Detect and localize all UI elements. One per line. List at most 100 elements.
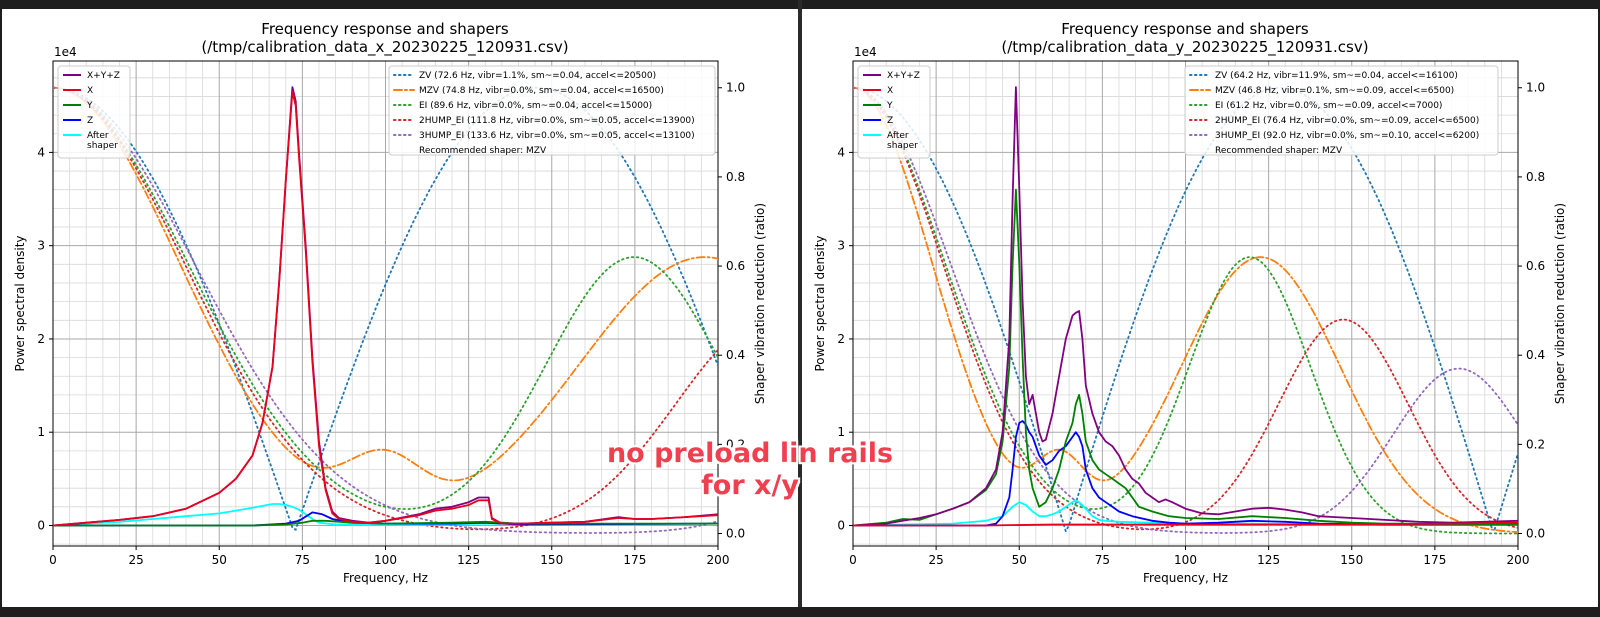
x-tick-label: 50 — [1012, 553, 1027, 567]
shaper-line-ei — [53, 86, 718, 510]
legend-label: Z — [887, 116, 893, 126]
shaper-line-mzv — [853, 86, 1518, 533]
legend-label: ZV (72.6 Hz, vibr=1.1%, sm~=0.04, accel<… — [419, 71, 656, 81]
y-tick-label: 4 — [37, 145, 45, 159]
x-tick-label: 200 — [1507, 553, 1530, 567]
y-tick-label: 1 — [837, 425, 845, 439]
legend-label: 2HUMP_EI (111.8 Hz, vibr=0.0%, sm~=0.05,… — [419, 116, 695, 126]
x-tick-label: 175 — [623, 553, 646, 567]
y2-tick-label: 1.0 — [726, 81, 745, 95]
psd-line-x — [853, 521, 1518, 527]
legend-label: EI (89.6 Hz, vibr=0.0%, sm~=0.04, accel<… — [419, 101, 652, 111]
x-tick-label: 0 — [849, 553, 857, 567]
psd-line-x — [53, 90, 718, 527]
shaper-line-2hump_ei — [53, 86, 718, 531]
legend-label: X+Y+Z — [887, 71, 920, 81]
x-tick-label: 175 — [1423, 553, 1446, 567]
legend-label: MZV (74.8 Hz, vibr=0.0%, sm~=0.04, accel… — [419, 86, 664, 96]
shaper-legend-box — [388, 65, 716, 156]
shaper-legend: ZV (72.6 Hz, vibr=1.1%, sm~=0.04, accel<… — [388, 65, 716, 156]
y-exponent-label: 1e4 — [854, 45, 877, 59]
legend-label: X — [887, 86, 893, 96]
y-axis-label: Power spectral density — [813, 235, 827, 371]
psd-line-y — [53, 519, 718, 527]
legend-label: X — [87, 86, 93, 96]
legend-label: Y — [86, 101, 93, 111]
y-tick-label: 2 — [37, 332, 45, 346]
legend-label: X+Y+Z — [87, 71, 120, 81]
recommended-shaper: Recommended shaper: MZV — [1215, 146, 1343, 156]
shaper-line-2hump_ei — [853, 86, 1518, 531]
legend-label: After — [87, 131, 109, 141]
y-tick-label: 4 — [837, 145, 845, 159]
psd-line-x-y-z — [853, 86, 1518, 527]
y2-axis-label: Shaper vibration reduction (ratio) — [1553, 203, 1567, 404]
annotation-line-1: no preload lin rails — [606, 438, 894, 469]
legend-label: After — [887, 131, 909, 141]
x-tick-label: 100 — [1174, 553, 1197, 567]
psd-line-after — [53, 503, 718, 527]
y-axis-label: Power spectral density — [13, 235, 27, 371]
legend-label: shaper — [887, 141, 918, 151]
x-tick-label: 75 — [1095, 553, 1110, 567]
shaper-legend-box — [1184, 65, 1499, 156]
legend-label: 3HUMP_EI (133.6 Hz, vibr=0.0%, sm~=0.05,… — [419, 131, 695, 141]
legend-label: shaper — [87, 141, 118, 151]
x-tick-label: 25 — [128, 553, 143, 567]
panel-divider — [798, 0, 802, 617]
y2-tick-label: 0.0 — [726, 527, 745, 541]
shaper-line-3hump_ei — [853, 86, 1518, 534]
chart-x-svg: 0 25 50 75 100 125 150 175 200 0 1 2 3 4 0.0 0.2 0.4 0.6 0… — [13, 20, 767, 585]
y2-tick-label: 0.6 — [1526, 259, 1545, 273]
psd-line-z — [853, 420, 1518, 527]
shaper-line-zv — [53, 86, 718, 532]
x-tick-label: 25 — [928, 553, 943, 567]
y-tick-label: 3 — [37, 239, 45, 253]
x-tick-label: 0 — [49, 553, 57, 567]
x-tick-label: 100 — [374, 553, 397, 567]
chart-panel-x: 0 25 50 75 100 125 150 175 200 0 1 2 3 4 0.0 0.2 0.4 0.6 0… — [2, 9, 798, 607]
y2-tick-label: 0.8 — [1526, 170, 1545, 184]
psd-line-after — [853, 499, 1518, 527]
shaper-line-zv — [853, 86, 1518, 534]
legend-label: Z — [87, 116, 93, 126]
recommended-shaper: Recommended shaper: MZV — [419, 146, 547, 156]
legend-label: ZV (64.2 Hz, vibr=11.9%, sm~=0.04, accel… — [1215, 71, 1458, 81]
y2-axis-label: Shaper vibration reduction (ratio) — [753, 203, 767, 404]
x-tick-label: 150 — [540, 553, 563, 567]
chart-title: Frequency response and shapers — [261, 20, 509, 38]
x-axis-label: Frequency, Hz — [1143, 571, 1228, 585]
x-tick-label: 200 — [707, 553, 730, 567]
legend-label: EI (61.2 Hz, vibr=0.0%, sm~=0.09, accel<… — [1215, 101, 1442, 111]
chart-subtitle: (/tmp/calibration_data_y_20230225_120931… — [1001, 38, 1368, 57]
annotation-line-2: for x/y — [701, 470, 799, 501]
y2-tick-label: 0.0 — [1526, 527, 1545, 541]
legend-label: 3HUMP_EI (92.0 Hz, vibr=0.0%, sm~=0.10, … — [1215, 131, 1479, 141]
legend-label: 2HUMP_EI (76.4 Hz, vibr=0.0%, sm~=0.09, … — [1215, 116, 1479, 126]
y-exponent-label: 1e4 — [54, 45, 77, 59]
y-tick-label: 0 — [837, 518, 845, 532]
chart-y-svg: 0 25 50 75 100 125 150 175 200 0 1 2 3 4 0.0 0.2 0.4 0.6 0… — [813, 20, 1567, 585]
x-tick-label: 125 — [457, 553, 480, 567]
psd-line-y — [853, 188, 1518, 527]
y2-tick-label: 0.8 — [726, 170, 745, 184]
shaper-line-3hump_ei — [53, 86, 718, 534]
x-tick-label: 125 — [1257, 553, 1280, 567]
plot-area — [53, 86, 718, 534]
x-tick-label: 150 — [1340, 553, 1363, 567]
y2-tick-label: 0.4 — [1526, 348, 1545, 362]
x-tick-label: 75 — [295, 553, 310, 567]
chart-subtitle: (/tmp/calibration_data_x_20230225_120931… — [201, 38, 568, 57]
annotation-text: no preload lin rails for x/y — [600, 438, 900, 502]
shaper-legend: ZV (64.2 Hz, vibr=11.9%, sm~=0.04, accel… — [1184, 65, 1499, 156]
legend-label: MZV (46.8 Hz, vibr=0.1%, sm~=0.09, accel… — [1215, 86, 1454, 96]
y-tick-label: 0 — [37, 518, 45, 532]
shaper-line-mzv — [53, 86, 718, 482]
y-tick-label: 2 — [837, 332, 845, 346]
legend-label: Y — [886, 101, 893, 111]
y2-tick-label: 0.2 — [726, 437, 745, 451]
x-tick-label: 50 — [212, 553, 227, 567]
plot-area — [853, 86, 1518, 535]
